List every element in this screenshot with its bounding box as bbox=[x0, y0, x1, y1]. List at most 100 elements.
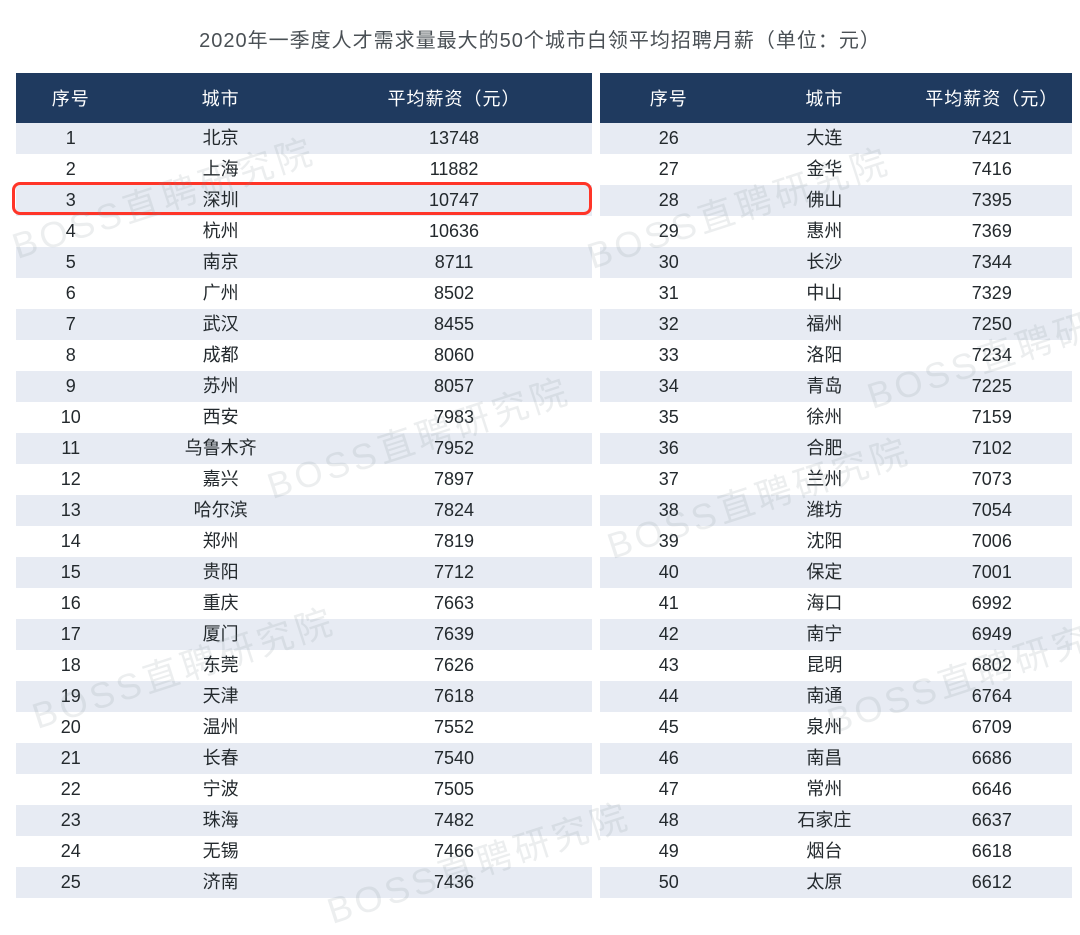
cell-city: 郑州 bbox=[126, 526, 316, 557]
cell-rank: 15 bbox=[16, 557, 126, 588]
cell-salary: 7416 bbox=[912, 154, 1072, 185]
table-row: 49烟台6618 bbox=[600, 836, 1072, 867]
table-row: 37兰州7073 bbox=[600, 464, 1072, 495]
cell-rank: 31 bbox=[600, 278, 737, 309]
table-row: 30长沙7344 bbox=[600, 247, 1072, 278]
cell-rank: 42 bbox=[600, 619, 737, 650]
cell-city: 佛山 bbox=[737, 185, 911, 216]
table-row: 23珠海7482 bbox=[16, 805, 592, 836]
cell-city: 长春 bbox=[126, 743, 316, 774]
cell-salary: 8455 bbox=[316, 309, 593, 340]
cell-city: 南通 bbox=[737, 681, 911, 712]
cell-rank: 6 bbox=[16, 278, 126, 309]
cell-city: 哈尔滨 bbox=[126, 495, 316, 526]
col-city: 城市 bbox=[737, 73, 911, 123]
cell-rank: 2 bbox=[16, 154, 126, 185]
table-row: 4杭州10636 bbox=[16, 216, 592, 247]
cell-rank: 28 bbox=[600, 185, 737, 216]
cell-salary: 7552 bbox=[316, 712, 593, 743]
cell-city: 广州 bbox=[126, 278, 316, 309]
cell-salary: 8057 bbox=[316, 371, 593, 402]
cell-city: 兰州 bbox=[737, 464, 911, 495]
cell-salary: 7626 bbox=[316, 650, 593, 681]
col-salary: 平均薪资（元） bbox=[316, 73, 593, 123]
col-city: 城市 bbox=[126, 73, 316, 123]
cell-city: 海口 bbox=[737, 588, 911, 619]
cell-rank: 29 bbox=[600, 216, 737, 247]
table-row: 17厦门7639 bbox=[16, 619, 592, 650]
cell-city: 潍坊 bbox=[737, 495, 911, 526]
cell-city: 南昌 bbox=[737, 743, 911, 774]
cell-salary: 7983 bbox=[316, 402, 593, 433]
cell-rank: 39 bbox=[600, 526, 737, 557]
table-row: 29惠州7369 bbox=[600, 216, 1072, 247]
table-row: 45泉州6709 bbox=[600, 712, 1072, 743]
table-row: 46南昌6686 bbox=[600, 743, 1072, 774]
cell-salary: 6802 bbox=[912, 650, 1072, 681]
table-row: 39沈阳7006 bbox=[600, 526, 1072, 557]
cell-city: 厦门 bbox=[126, 619, 316, 650]
cell-rank: 50 bbox=[600, 867, 737, 898]
table-row: 50太原6612 bbox=[600, 867, 1072, 898]
cell-salary: 7225 bbox=[912, 371, 1072, 402]
cell-salary: 7250 bbox=[912, 309, 1072, 340]
cell-city: 西安 bbox=[126, 402, 316, 433]
col-rank: 序号 bbox=[600, 73, 737, 123]
table-row: 9苏州8057 bbox=[16, 371, 592, 402]
cell-city: 昆明 bbox=[737, 650, 911, 681]
table-row: 7武汉8455 bbox=[16, 309, 592, 340]
cell-salary: 7712 bbox=[316, 557, 593, 588]
cell-rank: 30 bbox=[600, 247, 737, 278]
table-container: 2020年一季度人才需求量最大的50个城市白领平均招聘月薪（单位：元） 序号 城… bbox=[0, 0, 1080, 898]
table-row: 25济南7436 bbox=[16, 867, 592, 898]
cell-rank: 22 bbox=[16, 774, 126, 805]
cell-city: 中山 bbox=[737, 278, 911, 309]
cell-salary: 7819 bbox=[316, 526, 593, 557]
salary-table-left: 序号 城市 平均薪资（元） 1北京137482上海118823深圳107474杭… bbox=[16, 73, 592, 898]
cell-salary: 6618 bbox=[912, 836, 1072, 867]
cell-city: 宁波 bbox=[126, 774, 316, 805]
cell-city: 天津 bbox=[126, 681, 316, 712]
table-row: 2上海11882 bbox=[16, 154, 592, 185]
cell-salary: 6764 bbox=[912, 681, 1072, 712]
cell-rank: 7 bbox=[16, 309, 126, 340]
table-row: 24无锡7466 bbox=[16, 836, 592, 867]
cell-rank: 47 bbox=[600, 774, 737, 805]
cell-rank: 32 bbox=[600, 309, 737, 340]
cell-city: 珠海 bbox=[126, 805, 316, 836]
table-row: 6广州8502 bbox=[16, 278, 592, 309]
cell-rank: 23 bbox=[16, 805, 126, 836]
cell-salary: 7006 bbox=[912, 526, 1072, 557]
cell-salary: 7102 bbox=[912, 433, 1072, 464]
cell-city: 济南 bbox=[126, 867, 316, 898]
cell-rank: 3 bbox=[16, 185, 126, 216]
cell-rank: 36 bbox=[600, 433, 737, 464]
cell-rank: 38 bbox=[600, 495, 737, 526]
header-row: 序号 城市 平均薪资（元） bbox=[16, 73, 592, 123]
cell-city: 杭州 bbox=[126, 216, 316, 247]
cell-city: 贵阳 bbox=[126, 557, 316, 588]
cell-city: 金华 bbox=[737, 154, 911, 185]
cell-salary: 10636 bbox=[316, 216, 593, 247]
cell-rank: 18 bbox=[16, 650, 126, 681]
cell-rank: 26 bbox=[600, 123, 737, 154]
cell-salary: 7952 bbox=[316, 433, 593, 464]
cell-rank: 11 bbox=[16, 433, 126, 464]
cell-city: 洛阳 bbox=[737, 340, 911, 371]
cell-city: 长沙 bbox=[737, 247, 911, 278]
cell-rank: 25 bbox=[16, 867, 126, 898]
cell-city: 武汉 bbox=[126, 309, 316, 340]
cell-salary: 6637 bbox=[912, 805, 1072, 836]
table-row: 21长春7540 bbox=[16, 743, 592, 774]
cell-rank: 21 bbox=[16, 743, 126, 774]
cell-rank: 34 bbox=[600, 371, 737, 402]
cell-salary: 7639 bbox=[316, 619, 593, 650]
cell-rank: 37 bbox=[600, 464, 737, 495]
cell-salary: 7824 bbox=[316, 495, 593, 526]
cell-rank: 16 bbox=[16, 588, 126, 619]
cell-city: 北京 bbox=[126, 123, 316, 154]
cell-salary: 7159 bbox=[912, 402, 1072, 433]
table-row: 44南通6764 bbox=[600, 681, 1072, 712]
cell-city: 上海 bbox=[126, 154, 316, 185]
cell-city: 石家庄 bbox=[737, 805, 911, 836]
